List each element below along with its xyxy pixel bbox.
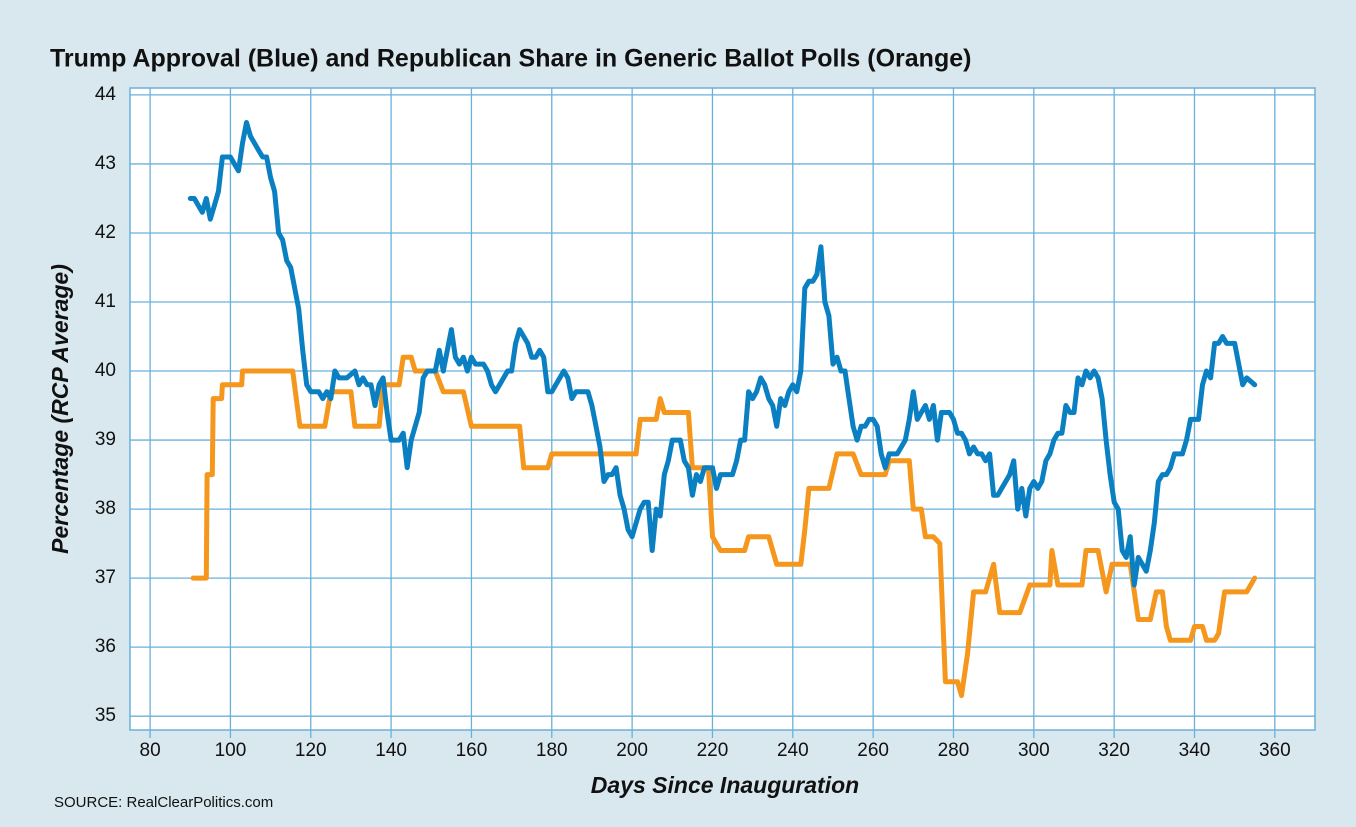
data-line (187, 120, 1258, 588)
x-tick-label: 360 (1259, 740, 1291, 761)
y-tick-label: 44 (95, 84, 117, 105)
x-tick-label: 100 (215, 740, 247, 761)
y-axis-label: Percentage (RCP Average) (47, 264, 73, 554)
y-tick-label: 37 (95, 567, 116, 588)
y-tick-label: 38 (95, 498, 116, 519)
x-tick-label: 260 (857, 740, 889, 761)
plot-area (129, 87, 1316, 731)
x-tick-label: 220 (697, 740, 729, 761)
data-line (190, 354, 1258, 698)
x-tick-label: 140 (375, 740, 407, 761)
y-tick-label: 42 (95, 222, 116, 243)
x-tick-label: 280 (938, 740, 970, 761)
y-tick-label: 41 (95, 291, 116, 312)
y-tick-label: 43 (95, 153, 116, 174)
x-tick-label: 200 (616, 740, 648, 761)
chart-title: Trump Approval (Blue) and Republican Sha… (50, 45, 971, 73)
x-tick-label: 160 (456, 740, 488, 761)
x-tick-label: 320 (1098, 740, 1130, 761)
x-axis-label: Days Since Inauguration (591, 772, 859, 798)
x-tick-label: 300 (1018, 740, 1050, 761)
source-note: SOURCE: RealClearPolitics.com (54, 794, 273, 811)
x-tick-label: 180 (536, 740, 568, 761)
x-tick-label: 240 (777, 740, 809, 761)
x-tick-label: 120 (295, 740, 327, 761)
y-tick-label: 35 (95, 705, 116, 726)
y-tick-label: 40 (95, 360, 116, 381)
y-tick-label: 36 (95, 636, 116, 657)
x-tick-label: 80 (140, 740, 161, 761)
y-tick-label: 39 (95, 429, 116, 450)
x-tick-label: 340 (1179, 740, 1211, 761)
